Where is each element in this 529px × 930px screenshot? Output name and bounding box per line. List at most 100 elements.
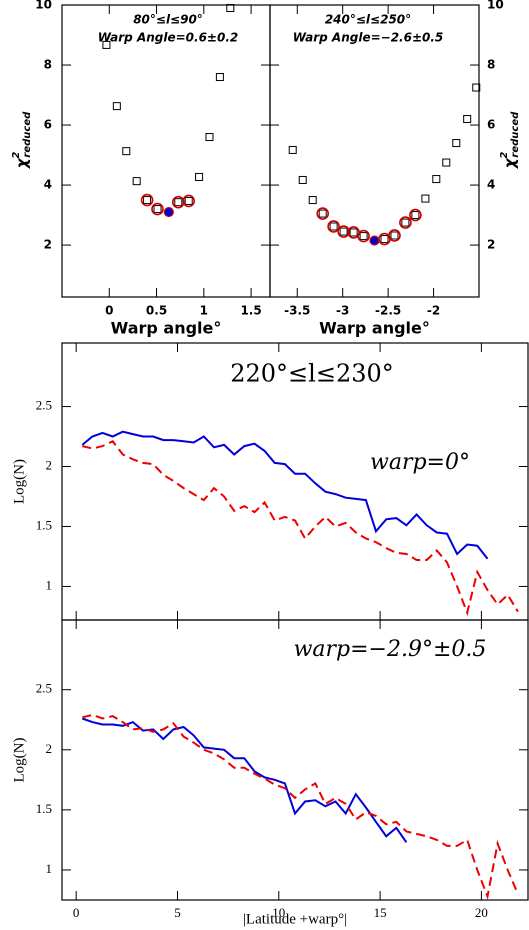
point-square — [143, 196, 152, 205]
y-tick-label: 1.5 — [36, 517, 52, 532]
point-best — [369, 235, 380, 246]
y-tick-label: 1.5 — [36, 801, 52, 816]
annotation: 240°≤l≤250° — [325, 13, 411, 27]
annotation: warp=−2.9°±0.5 — [294, 637, 487, 662]
point-circle — [140, 193, 154, 207]
point-square — [432, 175, 441, 184]
x-tick-label: 20 — [475, 905, 488, 920]
y-tick-label: 2 — [44, 238, 52, 252]
y-axis-symbol: χ — [13, 157, 31, 169]
y-tick-label: 1 — [46, 577, 53, 592]
y-tick-label: 6 — [44, 118, 52, 132]
point-square — [349, 228, 358, 237]
y-tick-label: 4 — [487, 178, 495, 192]
x-tick-label: 10 — [272, 905, 285, 920]
point-circle — [316, 207, 330, 220]
point-square — [380, 235, 389, 244]
x-axis-label: Warp angle° — [319, 319, 430, 338]
x-tick-label: 0 — [73, 905, 80, 920]
point-square — [329, 222, 338, 231]
annotation: 80°≤l≤90° — [133, 13, 203, 27]
point-square — [298, 175, 307, 184]
y-axis-sup: 2 — [11, 152, 22, 159]
y-axis-label: Log(N) — [11, 738, 27, 783]
annotation: Warp Angle=0.6±0.2 — [98, 31, 239, 45]
point-square — [102, 40, 111, 49]
point-square — [463, 115, 472, 124]
point-circle — [357, 229, 370, 243]
point-square — [195, 172, 204, 181]
point-square — [390, 231, 399, 240]
point-square — [226, 4, 235, 13]
point-square — [215, 73, 224, 82]
annotation: warp=0° — [370, 450, 470, 475]
x-tick-label: 1.5 — [240, 304, 261, 318]
plot-frame — [269, 4, 480, 298]
data-line — [82, 440, 519, 617]
y-tick-label: 4 — [44, 178, 52, 192]
point-circle — [327, 220, 340, 233]
point-square — [452, 139, 461, 148]
point-square — [421, 194, 430, 203]
x-axis-label: |Latitude +warp°| — [243, 911, 347, 927]
point-square — [122, 147, 131, 156]
y-tick-label: 8 — [44, 58, 52, 72]
x-tick-label: -2 — [427, 304, 440, 318]
y-tick-label: 2 — [46, 457, 53, 472]
point-square — [288, 145, 297, 154]
point-square — [472, 83, 481, 92]
x-tick-label: 1 — [200, 304, 208, 318]
point-circle — [182, 194, 195, 208]
point-square — [132, 177, 141, 186]
y-axis-sub: reduced — [510, 111, 521, 158]
annotation: Warp Angle=−2.6±0.5 — [293, 31, 444, 45]
y-tick-label: 8 — [487, 58, 495, 72]
x-tick-label: 0 — [105, 304, 113, 318]
point-square — [205, 133, 214, 142]
y-axis-label: Log(N) — [11, 459, 27, 504]
data-line — [82, 713, 519, 901]
x-tick-label: -3.5 — [284, 304, 310, 318]
point-square — [318, 209, 327, 218]
point-square — [174, 198, 183, 207]
point-square — [442, 158, 451, 167]
y-tick-label: 2 — [46, 741, 53, 756]
y-tick-label: 2.5 — [36, 681, 52, 696]
point-circle — [409, 208, 422, 222]
y-tick-label: 2 — [487, 238, 495, 252]
y-axis-label: χ2reduced — [499, 111, 521, 169]
point-square — [112, 102, 121, 111]
y-tick-label: 6 — [487, 118, 495, 132]
point-best — [163, 206, 174, 218]
y-axis-sub: reduced — [22, 111, 33, 158]
point-circle — [399, 216, 412, 229]
x-axis-label: Warp angle° — [111, 319, 222, 338]
point-square — [401, 218, 410, 227]
x-tick-label: -2.5 — [375, 304, 401, 318]
y-tick-label: 2.5 — [36, 398, 52, 413]
x-tick-label: 5 — [174, 905, 181, 920]
x-tick-label: 0.5 — [146, 304, 167, 318]
point-circle — [337, 225, 350, 238]
point-circle — [151, 202, 164, 216]
plot-frame — [61, 4, 271, 298]
point-square — [153, 205, 162, 214]
point-square — [411, 211, 420, 220]
data-line — [81, 717, 408, 843]
point-square — [308, 196, 317, 205]
y-tick-label: 10 — [35, 0, 52, 12]
point-square — [184, 196, 193, 205]
y-tick-label: 1 — [46, 861, 53, 876]
y-axis-symbol: χ — [501, 157, 519, 169]
x-tick-label: -3 — [336, 304, 349, 318]
y-axis-label: χ2reduced — [11, 111, 33, 169]
point-square — [339, 227, 348, 236]
data-line — [81, 430, 489, 560]
point-square — [359, 232, 368, 241]
y-tick-label: 10 — [487, 0, 504, 12]
plot-frame — [61, 619, 529, 901]
x-tick-label: 15 — [374, 905, 387, 920]
annotation: 220°≤l≤230° — [230, 360, 394, 388]
point-circle — [388, 229, 401, 242]
y-axis-sup: 2 — [499, 152, 510, 159]
